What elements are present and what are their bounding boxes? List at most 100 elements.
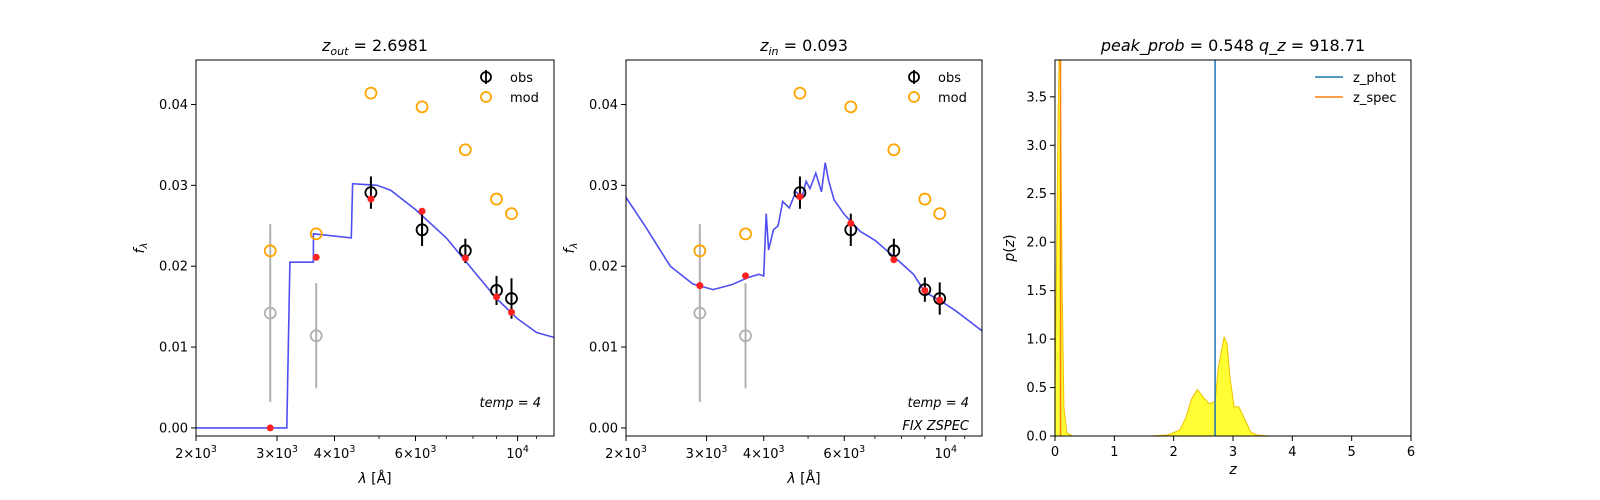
- x-tick-label: 4×103: [743, 444, 785, 462]
- mod-point: [739, 227, 752, 241]
- y-tick-label: 0.01: [589, 341, 618, 356]
- model-flux-point: [418, 207, 426, 215]
- y-tick-label: 2.0: [1026, 236, 1047, 251]
- y-tick-label: 3.0: [1026, 139, 1047, 154]
- legend-marker-mod: [908, 91, 920, 103]
- x-tick-label: 4×103: [314, 444, 356, 462]
- mod-point: [263, 244, 277, 258]
- mod-point: [844, 100, 858, 114]
- y-tick-label: 0.03: [589, 179, 618, 194]
- model-flux-point: [696, 282, 704, 290]
- plot-area: [196, 86, 554, 432]
- model-flux-point: [742, 272, 750, 280]
- fix-zspec-annotation: FIX ZSPEC: [902, 419, 970, 434]
- template-sed-line: [196, 182, 554, 429]
- y-axis-label: p(z): [1002, 234, 1018, 262]
- mod-point: [887, 143, 901, 157]
- x-tick-label: 3×103: [256, 444, 298, 462]
- x-tick-label: 2×103: [175, 444, 217, 462]
- x-tick-label: 3: [1229, 445, 1237, 460]
- x-tick-label: 5: [1348, 445, 1356, 460]
- legend-label-z_phot: z_phot: [1353, 71, 1396, 86]
- panel-title: zin = 0.093: [759, 36, 848, 58]
- legend-marker-obs: [908, 71, 920, 83]
- y-tick-label: 1.0: [1026, 333, 1047, 348]
- pz-panel: 0.0 0.5 1.0 1.5 2.0 2.5 3.0 3.5 0 1 2 3 4 5 6 peak_prob…: [1002, 36, 1415, 478]
- y-tick-label: 0.02: [159, 260, 188, 275]
- y-tick-label: 2.5: [1026, 187, 1047, 202]
- x-tick-label: 0: [1051, 445, 1059, 460]
- y-tick-label: 0.04: [589, 98, 618, 113]
- plot-area: [626, 86, 982, 403]
- sed-zout-panel: 0.00 0.01 0.02 0.03 0.04 2×103 3×103 4×103 6×103…: [132, 36, 555, 487]
- legend-label-mod: mod: [938, 91, 967, 106]
- mod-point: [490, 192, 503, 206]
- panel-title: zout = 2.6981: [321, 36, 428, 58]
- model-flux-point: [493, 293, 501, 301]
- model-flux-point: [507, 308, 515, 316]
- mod-point: [793, 86, 807, 100]
- mod-point: [918, 192, 932, 206]
- mod-point: [933, 207, 947, 221]
- x-tick-label: 104: [934, 444, 957, 462]
- model-flux-point: [266, 424, 274, 432]
- x-tick-label: 6: [1407, 445, 1415, 460]
- obs-low-point: [263, 306, 277, 320]
- mod-point: [415, 100, 429, 114]
- y-tick-label: 0.02: [589, 260, 618, 275]
- axes-frame: [1054, 59, 1412, 437]
- y-axis-label: fλ: [132, 243, 150, 254]
- model-flux-point: [890, 256, 898, 264]
- obs-low-point: [739, 329, 752, 343]
- obs-low-point: [693, 306, 707, 320]
- legend-marker-obs: [480, 71, 492, 83]
- x-tick-label: 6×103: [823, 444, 865, 462]
- y-tick-label: 3.5: [1026, 90, 1047, 105]
- obs-point: [933, 292, 947, 305]
- y-tick-label: 0.5: [1026, 381, 1047, 396]
- model-flux-point: [312, 253, 320, 261]
- x-axis-label: λ [Å]: [786, 470, 820, 487]
- mod-point: [309, 227, 323, 241]
- legend-label-obs: obs: [938, 71, 961, 86]
- mod-point: [458, 143, 472, 157]
- obs-point: [505, 292, 518, 305]
- model-flux-point: [461, 254, 469, 262]
- obs-low-point: [309, 329, 323, 343]
- x-tick-label: 104: [506, 444, 529, 462]
- x-tick-label: 1: [1110, 445, 1118, 460]
- plot-area: [1055, 60, 1352, 436]
- x-tick-label: 4: [1288, 445, 1296, 460]
- model-flux-point: [921, 286, 929, 294]
- x-tick-label: 3×103: [686, 444, 728, 462]
- legend-label-mod: mod: [510, 91, 539, 106]
- axes-frame: [625, 59, 983, 437]
- y-tick-label: 0.00: [589, 421, 618, 436]
- model-flux-point: [847, 219, 855, 227]
- x-tick-label: 6×103: [395, 444, 437, 462]
- legend-label-z_spec: z_spec: [1353, 91, 1397, 106]
- model-flux-point: [367, 195, 375, 203]
- obs-point: [415, 223, 429, 237]
- model-flux-point: [796, 193, 804, 201]
- pz-line: [1055, 60, 1352, 436]
- y-tick-label: 0.03: [159, 179, 188, 194]
- y-axis-label: fλ: [562, 243, 580, 254]
- y-tick-label: 1.5: [1026, 284, 1047, 299]
- sed-zin-panel: 0.00 0.01 0.02 0.03 0.04 2×103 3×103 4×103 6×103…: [562, 36, 983, 487]
- mod-point: [505, 207, 518, 221]
- mod-point: [364, 86, 378, 100]
- legend-label-obs: obs: [510, 71, 533, 86]
- pz-area: [1055, 60, 1352, 436]
- y-tick-label: 0.0: [1026, 430, 1047, 445]
- axes-frame: [195, 59, 555, 437]
- mod-point: [693, 244, 707, 258]
- y-tick-label: 0.04: [159, 98, 188, 113]
- template-annotation: temp = 4: [908, 396, 969, 411]
- x-axis-label: λ [Å]: [357, 470, 391, 487]
- obs-point: [918, 283, 932, 297]
- x-axis-label: z: [1228, 462, 1237, 478]
- legend-marker-mod: [480, 91, 492, 103]
- model-flux-point: [936, 296, 944, 304]
